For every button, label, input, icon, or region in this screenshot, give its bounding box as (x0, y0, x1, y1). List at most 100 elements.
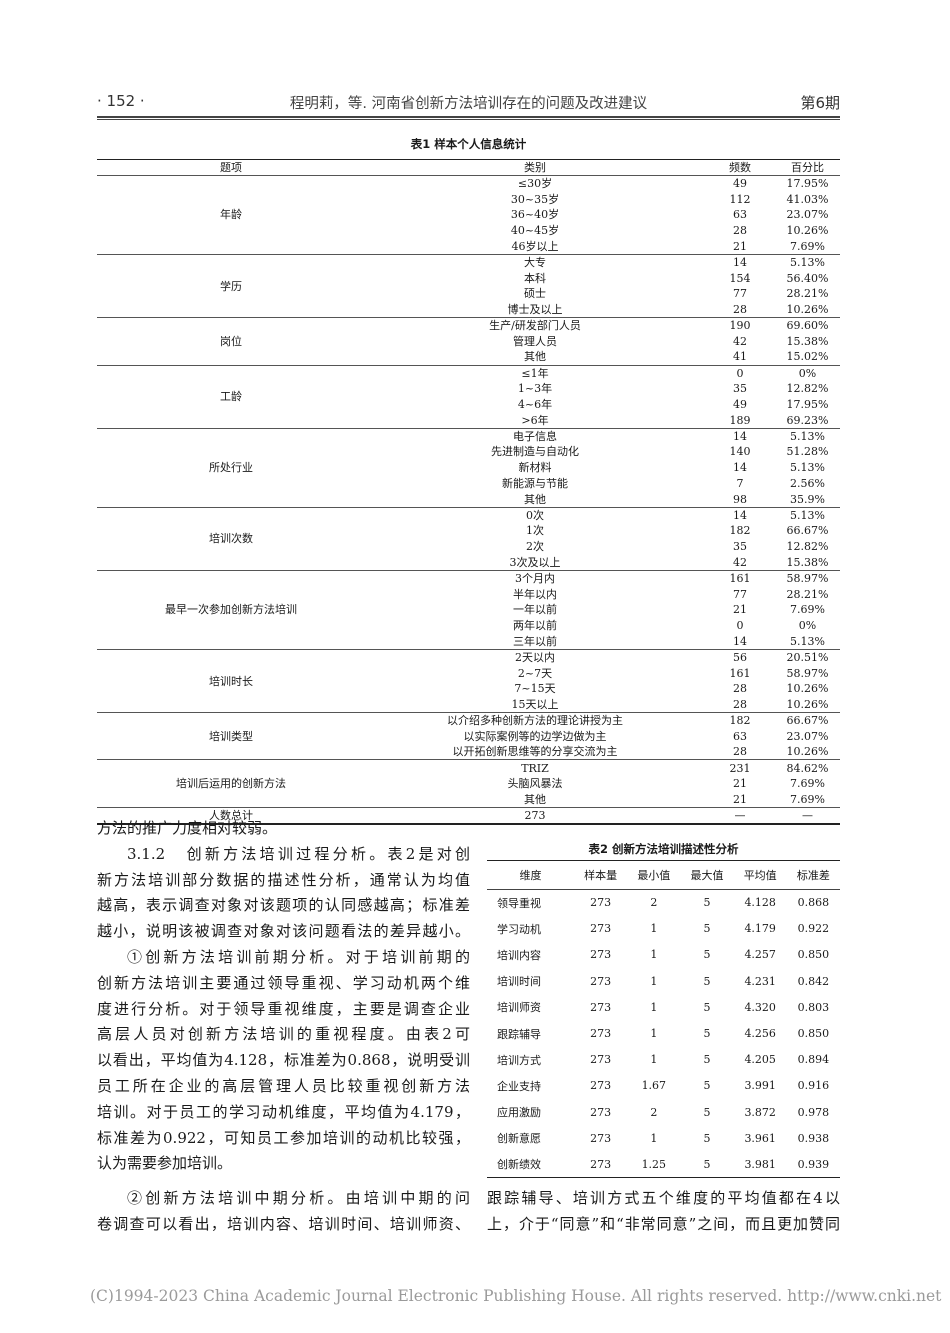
table2-cell: 0.916 (797, 1079, 830, 1093)
percent-cell: 12.82% (786, 540, 829, 554)
percent-cell: 10.26% (786, 303, 829, 317)
table2-cell: 1 (650, 974, 658, 988)
category-cell: 以介绍多种创新方法的理论讲授为主 (365, 712, 705, 729)
category-cell: 三年以前 (513, 634, 557, 648)
total-row: 人数总计 273— — (97, 806, 840, 824)
table-row: 头脑风暴法 21 7.69% (97, 776, 840, 792)
table-row: 以开拓创新思维等的分享交流为主 28 10.26% (97, 744, 840, 760)
table1-header: 百分比 (775, 159, 840, 176)
frequency-cell: 14 (705, 506, 775, 524)
table2-cell: 273 (590, 1027, 612, 1041)
table2-cell: 领导重视 (497, 896, 541, 910)
table-row: 领导重视 273 2 5 4.128 0.868 (487, 890, 840, 916)
item-cell: 最早一次参加创新方法培训 (97, 569, 365, 650)
table-row: 1~3年 35 12.82% (97, 381, 840, 397)
table2-cell: 5 (703, 948, 711, 962)
category-cell: 其他 (524, 350, 546, 364)
table2-cell: 1 (650, 922, 658, 936)
table2-cell: 1.67 (641, 1079, 667, 1093)
table2-caption: 表2 创新方法培训描述性分析 (588, 842, 739, 856)
table2-cell: 3.961 (744, 1131, 776, 1145)
category-cell: TRIZ (365, 759, 705, 776)
page-number: · 152 · (97, 92, 145, 110)
text-line: 度进行分析。对于领导重视维度，主要是调查企业 (97, 999, 470, 1018)
table-row: 学习动机 273 1 5 4.179 0.922 (487, 916, 840, 942)
table-row: 7~15天 28 10.26% (97, 681, 840, 697)
body-text-left-2: ②创新方法培训中期分析。由培训中期的问 卷调查可以看出，培训内容、培训时间、培训师… (97, 1186, 470, 1238)
table-row: 跟踪辅导 273 1 5 4.256 0.850 (487, 1020, 840, 1046)
table-row: 硕士 77 28.21% (97, 286, 840, 302)
table-row: 2次 35 12.82% (97, 539, 840, 555)
text-line: 员工所在企业的高层管理人员比较重视创新方法 (97, 1076, 470, 1095)
frequency-cell: 14 (705, 253, 775, 271)
table2-header: 最小值 (627, 860, 681, 890)
category-cell: 以实际案例等的边学边做为主 (463, 729, 607, 743)
category-cell: 30~35岁 (510, 192, 560, 206)
category-cell: 3个月内 (365, 569, 705, 587)
text-line: 认为需要参加培训。 (97, 1154, 233, 1173)
total-value: 273 (365, 806, 705, 824)
table-row: 两年以前 0 0% (97, 618, 840, 634)
issue-number: 第6期 (800, 94, 840, 112)
table-row: 博士及以上 28 10.26% (97, 302, 840, 318)
table2-cell: 培训师资 (497, 1001, 541, 1015)
text-line: 3.1.2 创新方法培训过程分析。表2是对创 (127, 844, 470, 863)
category-cell: ≤1年 (365, 364, 705, 381)
table2-cell: 273 (590, 1079, 612, 1093)
table2-cell: 4.320 (744, 1000, 776, 1014)
frequency-cell: 7 (736, 477, 744, 491)
frequency-cell: 21 (733, 239, 747, 253)
frequency-cell: 42 (733, 555, 747, 569)
table1-header: 题项 (97, 159, 365, 176)
table2-cell: 0.894 (797, 1053, 830, 1067)
table2-cell: 5 (703, 1000, 711, 1014)
table2-cell: 0.978 (797, 1105, 830, 1119)
category-cell: 3次及以上 (509, 555, 561, 569)
percent-cell: 17.95% (786, 177, 829, 191)
frequency-cell: 231 (705, 759, 775, 776)
table-row: 培训时间 273 1 5 4.231 0.842 (487, 968, 840, 994)
percent-cell: 41.03% (786, 192, 829, 206)
category-cell: 博士及以上 (507, 303, 563, 317)
percent-cell: 15.38% (786, 555, 829, 569)
category-cell: 先进制造与自动化 (491, 445, 579, 459)
table2-cell: 4.257 (744, 948, 776, 962)
frequency-cell: 28 (733, 682, 747, 696)
percent-cell: 84.62% (775, 759, 840, 776)
table2-cell: 1 (650, 1053, 658, 1067)
table2-cell: 0.850 (797, 1027, 830, 1041)
table-row: 15天以上 28 10.26% (97, 697, 840, 713)
frequency-cell: 21 (733, 777, 747, 791)
percent-cell: 5.13% (775, 253, 840, 271)
running-title: 程明莉，等. 河南省创新方法培训存在的问题及改进建议 (289, 96, 648, 112)
frequency-cell: 42 (733, 334, 747, 348)
table-row: 培训时长 2天以内 56 20.51% (97, 648, 840, 713)
table2-cell: 0.850 (797, 948, 830, 962)
category-cell: 一年以前 (513, 603, 557, 617)
text-line: 上，介于“同意”和“非常同意”之间，而且更加赞同 (487, 1214, 840, 1233)
table2-cell: 创新绩效 (497, 1158, 541, 1172)
table2-cell: 273 (590, 896, 612, 910)
percent-cell: 5.13% (775, 506, 840, 524)
percent-cell: 66.67% (775, 712, 840, 729)
percent-cell: 7.69% (790, 603, 825, 617)
percent-cell: 23.07% (786, 729, 829, 743)
frequency-cell: 35 (733, 540, 747, 554)
percent-cell: 15.02% (786, 350, 829, 364)
percent-cell: 15.38% (786, 334, 829, 348)
text-line: 新方法培训部分数据的描述性分析，通常认为均值 (97, 870, 470, 889)
category-cell: 15天以上 (511, 697, 559, 711)
table-row: 46岁以上 21 7.69% (97, 239, 840, 255)
frequency-cell: 189 (729, 413, 751, 427)
table2-cell: 2 (650, 1105, 658, 1119)
item-cell: 岗位 (97, 317, 365, 366)
frequency-cell: 154 (729, 271, 751, 285)
percent-cell: 7.69% (790, 777, 825, 791)
text-line: ①创新方法培训前期分析。对于培训前期的 (127, 947, 470, 966)
text-line: 跟踪辅导、培训方式五个维度的平均值都在4以 (487, 1189, 840, 1207)
table2-cell: 273 (590, 922, 612, 936)
category-cell: 新材料 (518, 461, 552, 475)
item-cell: 年龄 (220, 208, 242, 222)
percent-cell: 51.28% (786, 445, 829, 459)
frequency-cell: 161 (729, 666, 751, 680)
